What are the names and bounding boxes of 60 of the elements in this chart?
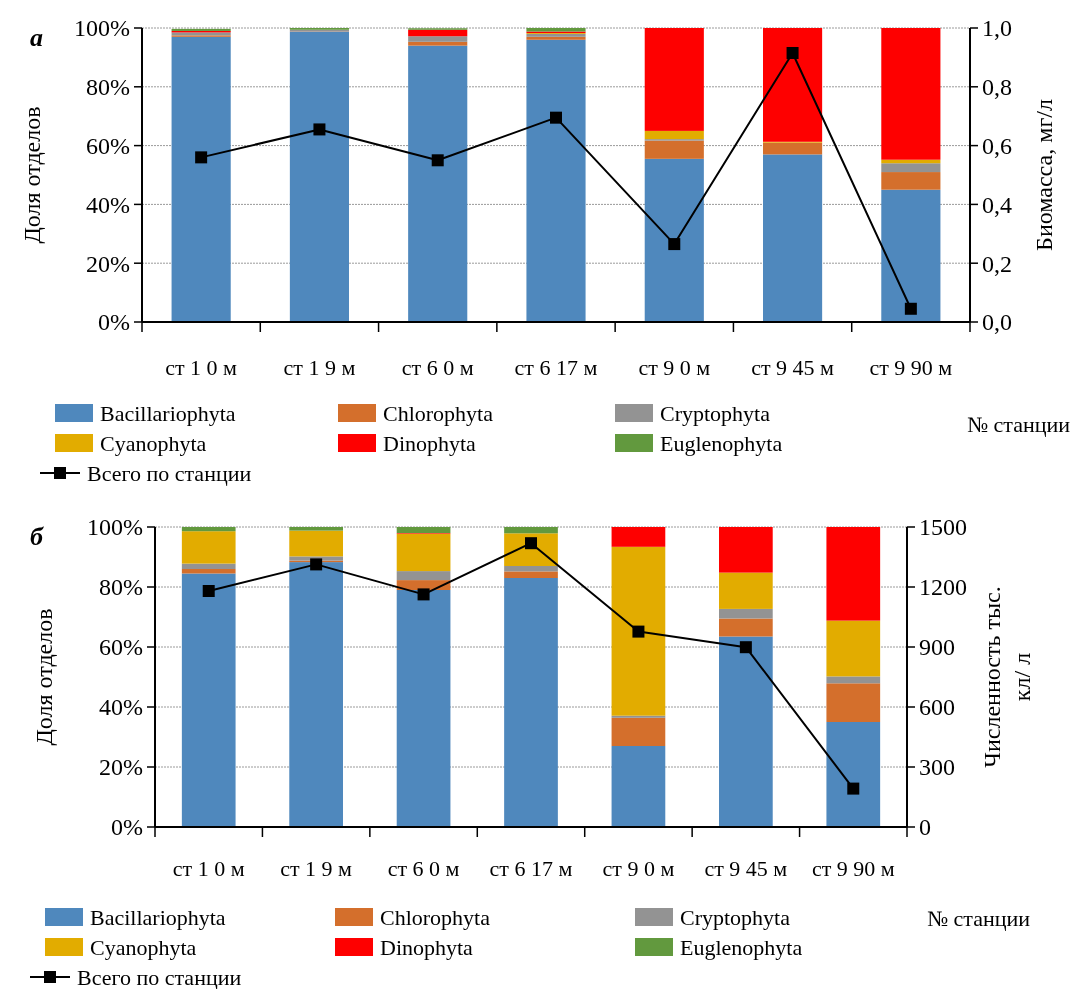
legend-label: Dinophyta <box>380 934 474 960</box>
y-tick-label: 40% <box>99 694 143 721</box>
legend-label: Всего по станции <box>77 964 242 989</box>
y2-tick-label: 0,8 <box>982 74 1012 101</box>
y2-tick-label: 1,0 <box>982 15 1012 42</box>
legend-label: Cyanophyta <box>90 934 197 960</box>
y-tick-label: 0% <box>98 309 130 336</box>
y-tick-label: 60% <box>99 634 143 661</box>
y2-tick-label: 300 <box>919 754 955 781</box>
y-axis-title: Доля отделов <box>31 608 57 746</box>
x-tick-label: ст 1 0 м <box>172 856 245 881</box>
legend-label: Euglenophyta <box>660 430 783 456</box>
y-tick-label: 60% <box>86 133 130 159</box>
x-tick-label: ст 6 17 м <box>514 355 598 380</box>
x-tick-label: ст 9 90 м <box>869 355 953 380</box>
y2-tick-label: 0,4 <box>982 191 1012 218</box>
x-axis-title: № станции <box>927 906 1031 931</box>
y-tick-label: 100% <box>74 15 130 42</box>
x-tick-label: ст 9 0 м <box>638 355 711 380</box>
chart-title: а <box>30 23 43 52</box>
y-tick-label: 80% <box>86 74 130 101</box>
y2-tick-label: 1200 <box>919 574 967 601</box>
y2-tick-label: 0,0 <box>982 309 1012 336</box>
y2-tick-label: 0,2 <box>982 250 1012 277</box>
x-tick-label: ст 1 9 м <box>283 355 356 380</box>
y2-tick-label: 1500 <box>919 514 967 541</box>
x-tick-label: ст 9 90 м <box>811 856 895 881</box>
x-tick-label: ст 6 0 м <box>401 355 474 380</box>
chart-title: б <box>30 522 44 551</box>
legend-label: Cyanophyta <box>100 430 207 456</box>
y2-axis-title: Биомасса, мг/л <box>1031 99 1057 251</box>
y-axis-title: Доля отделов <box>19 106 45 244</box>
legend-label: Bacillariophyta <box>100 400 236 426</box>
legend-label: Cryptophyta <box>660 400 771 426</box>
legend-label: Всего по станции <box>87 460 252 486</box>
y-tick-label: 100% <box>87 514 143 541</box>
legend-label: Bacillariophyta <box>90 904 226 930</box>
legend-label: Chlorophyta <box>383 400 494 426</box>
x-tick-label: ст 1 9 м <box>280 856 353 881</box>
y2-tick-label: 0,6 <box>982 133 1012 159</box>
x-axis-title: № станции <box>967 412 1071 437</box>
y-tick-label: 0% <box>111 814 143 841</box>
x-tick-label: ст 6 0 м <box>387 856 460 881</box>
x-tick-label: ст 9 45 м <box>704 856 788 881</box>
legend-label: Cryptophyta <box>680 904 791 930</box>
x-tick-label: ст 9 0 м <box>602 856 675 881</box>
x-tick-label: ст 1 0 м <box>165 355 238 380</box>
y2-axis-title: Численность тыс. кл/ л <box>979 586 1035 768</box>
y2-tick-label: 600 <box>919 694 955 721</box>
y2-tick-label: 0 <box>919 814 931 841</box>
legend-label: Dinophyta <box>383 430 477 456</box>
y-tick-label: 20% <box>99 754 143 781</box>
y-tick-label: 80% <box>99 574 143 601</box>
x-tick-label: ст 9 45 м <box>751 355 835 380</box>
y2-tick-label: 900 <box>919 634 955 661</box>
y-tick-label: 40% <box>86 191 130 218</box>
x-tick-label: ст 6 17 м <box>489 856 573 881</box>
y-tick-label: 20% <box>86 250 130 277</box>
legend-label: Euglenophyta <box>680 934 803 960</box>
legend-label: Chlorophyta <box>380 904 491 930</box>
